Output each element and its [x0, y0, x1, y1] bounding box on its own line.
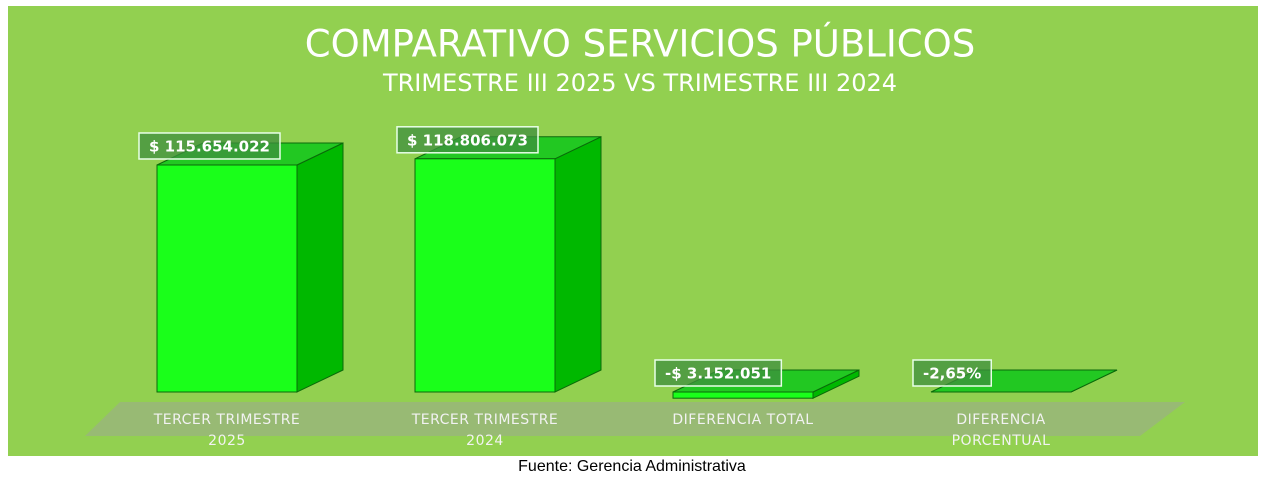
x-tick-label: DIFERENCIA PORCENTUAL: [951, 412, 1051, 449]
chart-subtitle: TRIMESTRE III 2025 VS TRIMESTRE III 2024: [382, 69, 897, 97]
bar-side: [296, 142, 344, 393]
value-label: $ 115.654.022: [149, 137, 270, 155]
x-tick-label: TERCER TRIMESTRE 2025: [153, 412, 301, 449]
x-tick-label: DIFERENCIA TOTAL: [672, 412, 814, 428]
bar: [156, 164, 298, 393]
bar: [414, 158, 556, 393]
floor: [85, 402, 1185, 436]
value-label: $ 118.806.073: [407, 131, 528, 149]
value-label-box: [396, 126, 539, 154]
chart-title: COMPARATIVO SERVICIOS PÚBLICOS: [305, 22, 975, 66]
value-label: -$ 3.152.051: [665, 365, 771, 383]
value-label: -2,65%: [923, 365, 981, 383]
value-label-box: [654, 359, 783, 387]
value-label-box: [138, 132, 281, 160]
source-note: Fuente: Gerencia Administrativa: [518, 458, 746, 475]
bar: [672, 391, 814, 399]
bar-side: [554, 136, 602, 393]
value-label-box: [912, 359, 993, 387]
x-tick-label: TERCER TRIMESTRE 2024: [411, 412, 559, 449]
